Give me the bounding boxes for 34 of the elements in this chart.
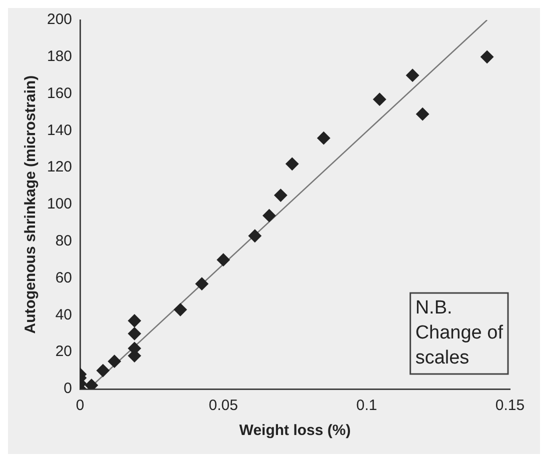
point bbox=[286, 157, 299, 170]
point bbox=[373, 92, 386, 106]
x-tick-label: 0.05 bbox=[208, 397, 238, 414]
y-tick-label: 60 bbox=[55, 269, 72, 286]
y-tick-label: 140 bbox=[46, 122, 72, 139]
x-axis-title: Weight loss (%) bbox=[239, 422, 351, 440]
annotation: N.B. Change of scales bbox=[415, 298, 504, 369]
point bbox=[248, 229, 262, 242]
y-tick-label: 160 bbox=[46, 84, 72, 102]
x-tick-label: 0.1 bbox=[356, 397, 378, 414]
point bbox=[216, 253, 230, 266]
y-tick-label: 20 bbox=[55, 343, 72, 360]
y-tick-label: 180 bbox=[46, 48, 72, 66]
point bbox=[174, 303, 187, 316]
point bbox=[480, 50, 494, 64]
point bbox=[274, 188, 288, 202]
point bbox=[195, 277, 208, 290]
point bbox=[96, 364, 110, 378]
point bbox=[128, 327, 141, 340]
point bbox=[262, 209, 276, 222]
y-tick-label: 40 bbox=[55, 306, 72, 324]
y-axis-title: Autogenous shrinkage (microstrain) bbox=[22, 75, 40, 334]
y-tick-label: 120 bbox=[46, 158, 72, 176]
point bbox=[406, 68, 420, 82]
y-tick-label: 100 bbox=[46, 196, 72, 213]
y-tick-label: 0 bbox=[64, 380, 72, 398]
point bbox=[128, 314, 141, 328]
point bbox=[108, 354, 121, 368]
x-tick-label: 0 bbox=[76, 397, 84, 414]
y-tick-label: 80 bbox=[55, 232, 72, 250]
x-tick-label: 0.15 bbox=[495, 397, 525, 414]
y-tick-label: 200 bbox=[46, 11, 72, 28]
point bbox=[416, 108, 430, 121]
point bbox=[317, 132, 330, 145]
